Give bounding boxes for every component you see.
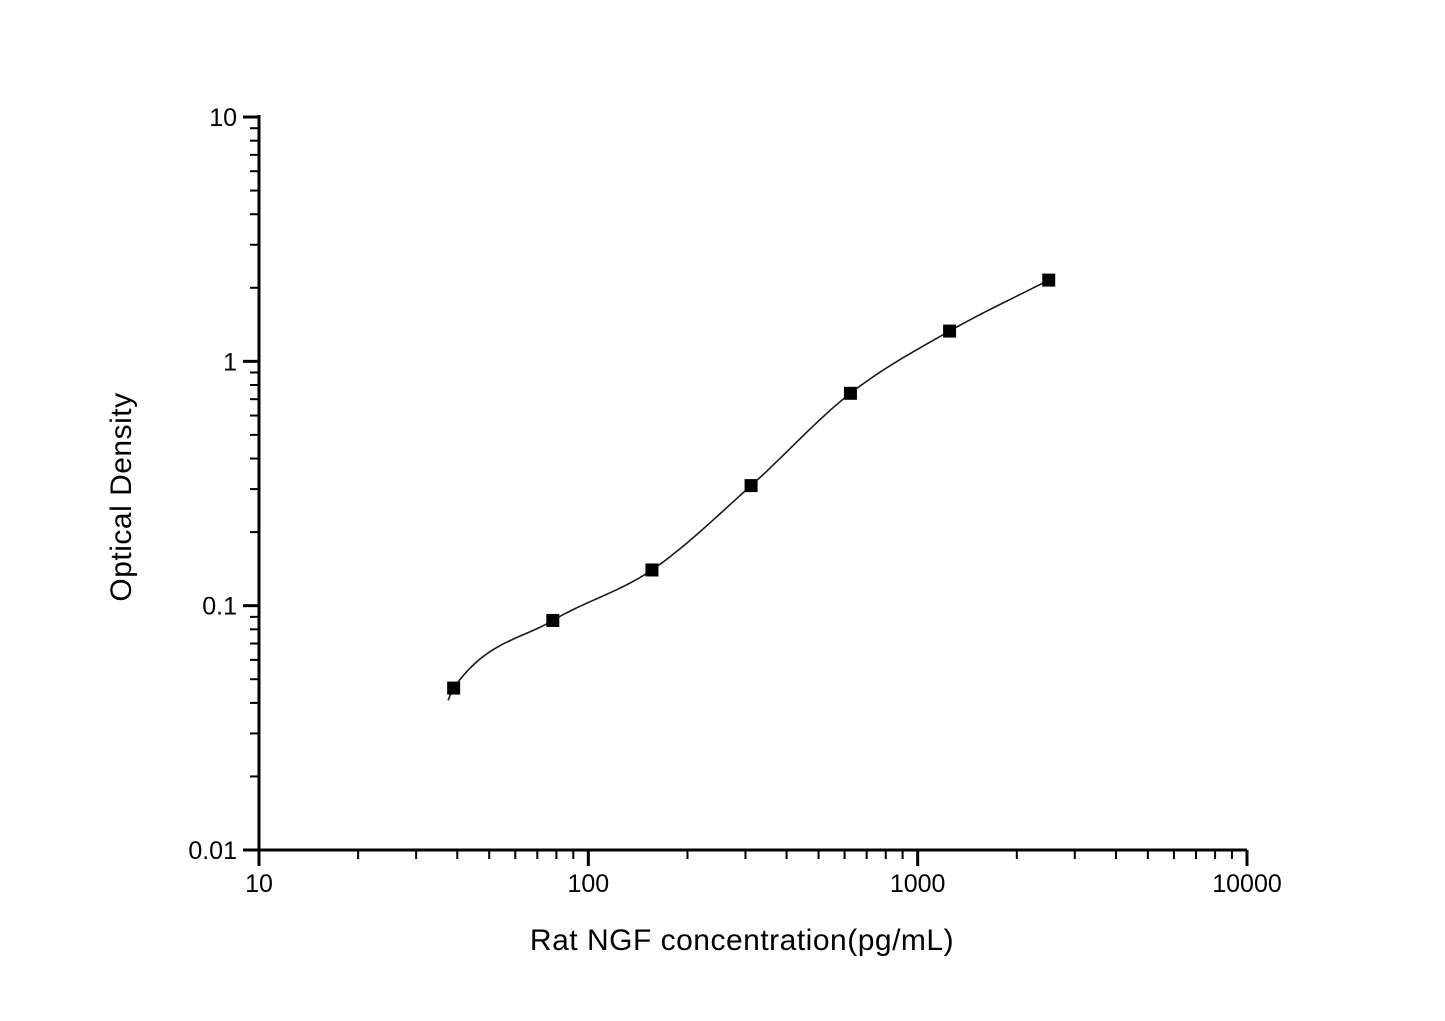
x-tick-label: 10000	[1212, 870, 1282, 898]
x-tick-label: 1000	[890, 870, 946, 898]
y-tick-label: 0.1	[202, 593, 237, 621]
data-point	[1042, 273, 1056, 287]
data-point	[744, 479, 758, 493]
y-axis-title: Optical Density	[105, 392, 138, 602]
data-point	[843, 386, 857, 400]
x-axis-title: Rat NGF concentration(pg/mL)	[529, 924, 955, 957]
data-point	[943, 324, 957, 338]
data-point	[447, 681, 461, 695]
y-tick-label: 10	[209, 104, 237, 132]
y-tick-label: 1	[223, 348, 237, 376]
x-tick-label: 10	[245, 870, 273, 898]
x-tick-label: 100	[567, 870, 609, 898]
data-point	[546, 613, 560, 627]
y-tick-label: 0.01	[188, 837, 237, 865]
data-point	[645, 563, 659, 577]
